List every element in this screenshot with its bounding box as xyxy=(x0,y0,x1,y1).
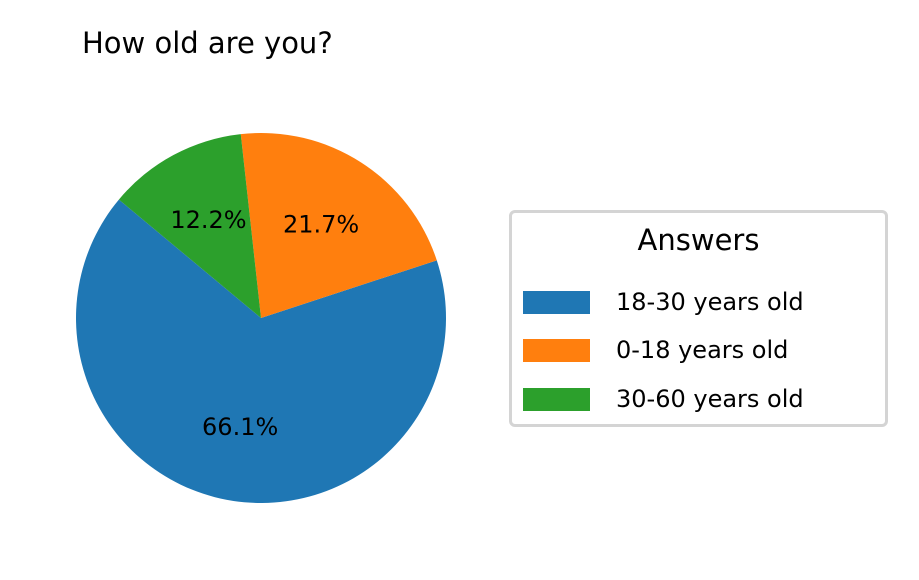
pie-slice-18-30 xyxy=(76,199,447,503)
legend-swatch-30-60 xyxy=(523,387,590,411)
legend-item-0-18: 0-18 years old xyxy=(523,330,788,370)
legend-label-18-30: 18-30 years old xyxy=(616,288,804,316)
legend-label-0-18: 0-18 years old xyxy=(616,336,789,364)
pie-slice-0-18 xyxy=(240,132,437,318)
legend-item-30-60: 30-60 years old xyxy=(523,379,804,419)
pie-label-0-18: 21.7% xyxy=(283,211,359,239)
pie-slices xyxy=(76,132,447,503)
legend-label-30-60: 30-60 years old xyxy=(616,385,804,413)
chart-title: How old are you? xyxy=(82,26,333,60)
pie-labels: 66.1% 21.7% 12.2% xyxy=(170,206,359,441)
legend-swatch-0-18 xyxy=(523,338,590,362)
legend-item-18-30: 18-30 years old xyxy=(523,282,804,322)
legend-title: Answers xyxy=(637,223,760,257)
legend-swatch-18-30 xyxy=(523,290,590,314)
legend: Answers 18-30 years old 0-18 years old 3… xyxy=(509,210,888,427)
pie-label-30-60: 12.2% xyxy=(170,206,246,234)
pie-slice-30-60 xyxy=(118,134,262,318)
pie-label-18-30: 66.1% xyxy=(202,413,278,441)
